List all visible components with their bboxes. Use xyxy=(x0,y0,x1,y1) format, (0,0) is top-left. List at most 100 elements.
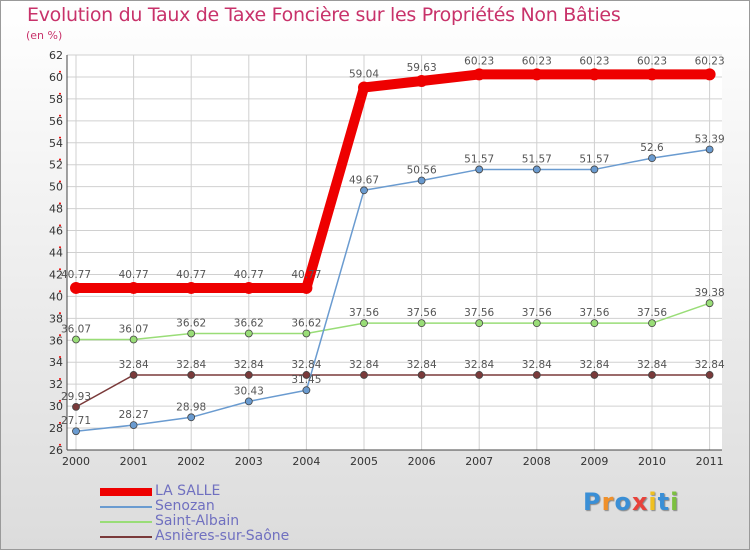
data-point xyxy=(475,319,484,328)
data-label: 59.63 xyxy=(407,62,437,74)
data-point xyxy=(300,281,313,294)
data-point xyxy=(417,176,426,185)
legend-label: Asnières-sur-Saône xyxy=(155,528,290,544)
data-label: 28.27 xyxy=(119,409,149,421)
data-label: 60.23 xyxy=(637,55,667,67)
data-label: 60.23 xyxy=(695,55,725,67)
data-label: 50.56 xyxy=(407,165,437,177)
data-point xyxy=(475,165,484,174)
logo-letter: x xyxy=(631,488,649,516)
data-label: 37.56 xyxy=(349,307,379,319)
data-point xyxy=(129,335,138,344)
data-point xyxy=(646,68,658,81)
data-label: 40.77 xyxy=(291,269,321,281)
logo-letter: P xyxy=(583,488,602,516)
series-line-asni-res-sur-sa-ne xyxy=(75,374,711,408)
x-tick-label: 2001 xyxy=(120,455,148,468)
data-label: 36.62 xyxy=(176,317,206,329)
y-tick-label: 54 xyxy=(49,137,63,150)
data-point xyxy=(302,386,311,395)
y-tick-label: 46 xyxy=(49,225,63,238)
data-point xyxy=(475,371,484,379)
logo-letter: o xyxy=(614,488,632,516)
data-label: 32.84 xyxy=(695,359,725,371)
legend-swatch xyxy=(100,521,152,523)
series-lines xyxy=(71,69,715,432)
data-label: 29.93 xyxy=(61,391,91,403)
data-label: 31.45 xyxy=(291,374,321,386)
data-point xyxy=(590,371,599,379)
y-tick-label: 36 xyxy=(49,334,63,347)
data-label: 32.84 xyxy=(119,359,149,371)
data-point xyxy=(244,329,253,338)
data-label: 32.84 xyxy=(579,359,609,371)
data-point xyxy=(532,165,541,174)
data-label: 36.07 xyxy=(61,324,91,336)
data-label: 53.39 xyxy=(695,133,725,145)
data-point xyxy=(417,371,426,379)
y-tick-label: 48 xyxy=(49,203,63,216)
data-point xyxy=(360,319,368,328)
series-line-senozan xyxy=(75,148,711,432)
data-label: 32.84 xyxy=(522,359,552,371)
data-point xyxy=(244,371,253,379)
data-label: 40.77 xyxy=(119,269,149,281)
data-label: 60.23 xyxy=(579,55,609,67)
y-tick-label: 30 xyxy=(49,400,63,413)
data-label: 37.56 xyxy=(579,307,609,319)
data-point xyxy=(705,299,714,308)
data-point xyxy=(473,68,486,81)
x-tick-label: 2005 xyxy=(350,455,378,468)
data-point xyxy=(72,335,80,344)
axes: 26 28 30 32 34 36 38 40 42 44 46 48 50 52 54 56 58 60 62 20… xyxy=(49,49,724,468)
data-point xyxy=(532,319,541,328)
data-point xyxy=(185,281,198,294)
logo-letter: r xyxy=(601,488,615,516)
data-label: 32.84 xyxy=(637,359,667,371)
x-tick-label: 2002 xyxy=(177,455,205,468)
data-label: 36.07 xyxy=(119,324,149,336)
data-point xyxy=(360,371,368,379)
data-point xyxy=(129,421,138,429)
data-label: 32.84 xyxy=(176,359,206,371)
data-point xyxy=(302,371,311,379)
chart-title: Evolution du Taux de Taxe Foncière sur l… xyxy=(27,4,621,26)
x-tick-label: 2009 xyxy=(580,455,608,468)
data-label: 37.56 xyxy=(407,307,437,319)
data-point xyxy=(590,319,599,328)
y-tick-label: 34 xyxy=(49,356,63,369)
series-line-la-salle xyxy=(71,69,715,293)
data-point xyxy=(72,402,80,411)
data-point xyxy=(705,145,714,154)
legend-label: Saint-Albain xyxy=(155,513,240,529)
x-tick-label: 2004 xyxy=(292,455,320,468)
data-label: 51.57 xyxy=(464,153,494,165)
data-label: 32.84 xyxy=(234,359,264,371)
data-label: 40.77 xyxy=(176,269,206,281)
data-point xyxy=(127,281,140,294)
data-point xyxy=(590,165,599,174)
legend-swatch xyxy=(100,536,152,538)
data-label: 36.62 xyxy=(234,317,264,329)
x-tick-label: 2008 xyxy=(523,455,551,468)
legend-swatch xyxy=(100,488,152,496)
data-point xyxy=(187,329,196,338)
data-label: 27.71 xyxy=(61,415,91,427)
legend-swatch xyxy=(100,506,152,508)
logo-letter: t xyxy=(657,488,671,516)
data-point xyxy=(129,371,138,379)
x-tick-label: 2010 xyxy=(638,455,666,468)
logo-letter: i xyxy=(648,488,658,516)
data-point xyxy=(532,371,541,379)
data-point xyxy=(187,413,196,422)
data-label: 49.67 xyxy=(349,174,379,186)
x-tick-label: 2007 xyxy=(465,455,493,468)
legend-label: LA SALLE xyxy=(155,483,221,499)
logo-letter: i xyxy=(670,488,680,516)
data-point xyxy=(70,281,82,294)
data-label: 60.23 xyxy=(522,55,552,67)
data-point xyxy=(415,75,428,88)
data-point xyxy=(588,68,601,81)
x-tick-label: 2011 xyxy=(696,455,724,468)
y-tick-label: 28 xyxy=(49,422,63,435)
